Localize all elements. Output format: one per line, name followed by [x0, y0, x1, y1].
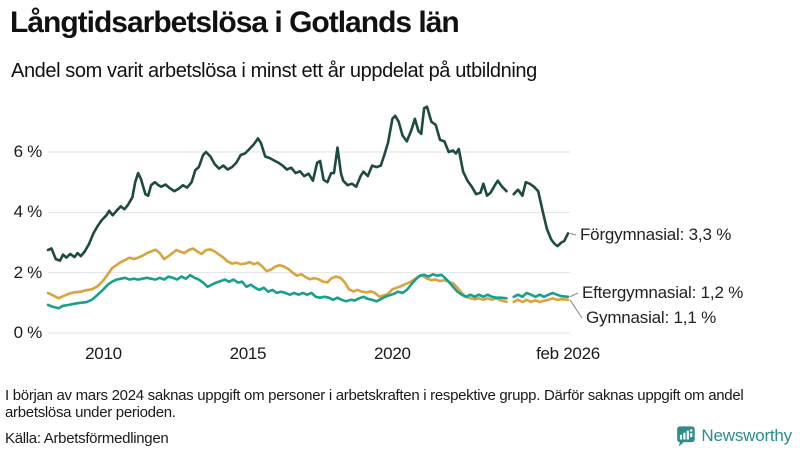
y-axis-tick-label: 2 %: [13, 262, 43, 282]
y-axis-tick-label: 0 %: [13, 323, 43, 342]
series-line-eftergymnasial: [512, 291, 570, 299]
y-axis-tick-label: 4 %: [13, 202, 43, 222]
label-leader-line: [569, 292, 579, 298]
newsworthy-wordmark: Newsworthy: [701, 426, 792, 445]
x-axis-tick-label: 2015: [229, 344, 267, 363]
label-leader-line: [569, 299, 583, 319]
series-end-label-gymnasial: Gymnasial: 1,1 %: [586, 308, 717, 327]
label-leader-line: [569, 232, 577, 236]
series-line-eftergymnasial: [46, 272, 508, 310]
series-line-gymnasial: [512, 297, 570, 304]
series-line-forgymnasial: [46, 105, 508, 262]
x-axis-tick-label: 2020: [374, 344, 411, 363]
footnote: I början av mars 2024 saknas uppgift om …: [5, 387, 744, 421]
series-line-forgymnasial: [512, 180, 570, 248]
newsworthy-chart-bubble-icon: [677, 426, 696, 447]
x-axis-tick-label: feb 2026: [536, 344, 600, 363]
x-axis-tick-label: 2010: [85, 344, 122, 363]
series-end-label-forgymnasial: Förgymnasial: 3,3 %: [580, 225, 732, 244]
y-axis-tick-label: 6 %: [13, 141, 43, 161]
series-end-label-eftergymnasial: Eftergymnasial: 1,2 %: [582, 283, 744, 302]
newsworthy-logo: Newsworthy: [675, 425, 792, 447]
page-title: Långtidsarbetslösa i Gotlands län: [10, 6, 460, 39]
source-credit: Källa: Arbetsförmedlingen: [5, 430, 169, 447]
series-line-gymnasial: [46, 247, 508, 304]
chart-subtitle: Andel som varit arbetslösa i minst ett å…: [11, 60, 537, 82]
